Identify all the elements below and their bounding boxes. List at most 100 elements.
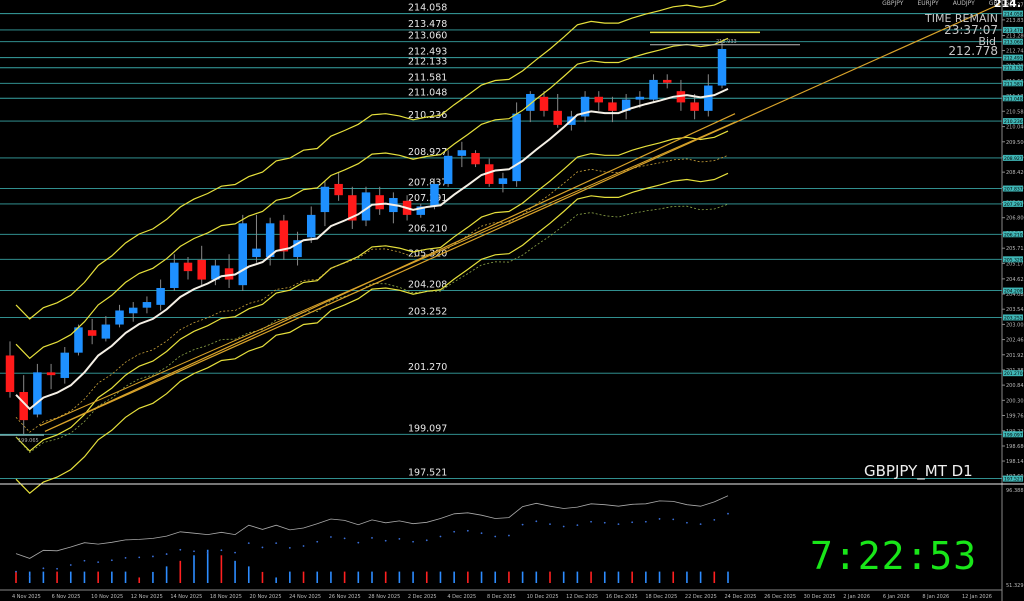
date-axis-label: 20 Nov 2025 — [250, 594, 282, 600]
axis-tick-label: 205.715 — [1006, 246, 1024, 252]
axis-level-box-label: 210.236 — [1004, 119, 1023, 125]
candle-body — [224, 268, 234, 280]
indicator-dot — [193, 550, 195, 553]
date-axis-label: 4 Nov 2025 — [12, 594, 41, 600]
candle-body — [512, 113, 521, 182]
axis-tick-label: 204.085 — [1006, 292, 1024, 298]
bid-label: Bid — [978, 35, 996, 48]
candle-body — [704, 85, 713, 111]
indicator-dot — [316, 540, 319, 543]
axis-level-box — [1003, 314, 1023, 321]
axis-level-box — [1003, 118, 1023, 125]
axis-level-box — [1003, 95, 1023, 102]
date-axis-label: 2 Jan 2026 — [843, 594, 870, 600]
indicator-dot — [384, 539, 387, 542]
axis-tick-label: 198.145 — [1006, 459, 1024, 465]
indicator-dot — [343, 537, 346, 540]
indicator-dot — [69, 564, 72, 566]
indicator-line — [15, 495, 729, 559]
axis-level-box — [1003, 154, 1023, 161]
tab-eurjpy[interactable]: EURJPY — [917, 0, 939, 7]
axis-level-box — [1003, 231, 1023, 238]
date-axis-label: 8 Dec 2025 — [487, 594, 516, 600]
axis-level-box-label: 203.252 — [1004, 315, 1023, 321]
axis-tick-label: 210.040 — [1006, 125, 1024, 131]
indicator-dot — [124, 556, 127, 559]
date-axis-label: 12 Nov 2025 — [131, 594, 163, 600]
indicator-dot — [275, 542, 278, 545]
candle-body — [115, 310, 124, 325]
low-marker-label: 199.065 — [18, 438, 39, 444]
date-axis-label: 6 Nov 2025 — [52, 594, 81, 600]
indicator-dot — [83, 559, 86, 562]
candle-body — [457, 150, 467, 156]
indicator-dot — [535, 520, 538, 523]
candle-body — [539, 96, 549, 111]
candle-body — [662, 79, 672, 83]
date-axis-label: 6 Jan 2026 — [883, 594, 910, 600]
axis-tick-label: 205.175 — [1006, 261, 1024, 267]
axis-tick-label: 199.765 — [1006, 414, 1024, 420]
date-axis-label: 28 Nov 2025 — [368, 594, 400, 600]
indicator-dot — [521, 523, 524, 526]
axis-level-box-label: 204.208 — [1004, 289, 1023, 295]
level-label: 206.210 — [408, 223, 447, 234]
axis-level-box — [1003, 26, 1023, 33]
axis-tick-label: 206.800 — [1006, 216, 1024, 222]
axis-tick-label: 212.745 — [1006, 49, 1024, 55]
indicator-dot — [631, 521, 634, 524]
axis-level-box — [1003, 54, 1023, 61]
indicator-axis-label: 51.3291 — [1006, 583, 1024, 589]
candle-body — [87, 330, 97, 336]
indicator-dot — [425, 539, 428, 542]
indicator-axis-label: 96.388 — [1006, 488, 1024, 494]
candle-body — [443, 155, 453, 184]
candle-body — [238, 223, 248, 286]
candle-body — [348, 195, 357, 221]
chart-title: GBPJPY_MT D1 — [864, 462, 973, 480]
axis-level-box — [1003, 370, 1023, 377]
candle-body — [416, 206, 426, 215]
date-axis-label: 26 Nov 2025 — [329, 594, 361, 600]
tab-gbpusd[interactable]: GBPUSD — [988, 0, 1014, 7]
band-line — [15, 130, 729, 452]
indicator-dot — [686, 521, 688, 524]
axis-tick-label: 208.420 — [1006, 170, 1024, 176]
candle-body — [635, 96, 645, 100]
level-label: 210.236 — [408, 110, 447, 121]
tab-gbpjpy[interactable]: GBPJPY — [882, 0, 904, 7]
tab-audjpy[interactable]: AUDJPY — [952, 0, 975, 7]
band-line — [15, 172, 729, 495]
axis-level-box-label: 211.581 — [1004, 81, 1023, 87]
candle-body — [74, 327, 83, 353]
indicator-dot — [357, 541, 360, 544]
axis-tick-label: 200.305 — [1006, 398, 1024, 404]
indicator-dot — [576, 524, 579, 526]
indicator-dot — [439, 535, 442, 538]
axis-tick-label: 203.545 — [1006, 307, 1024, 313]
axis-level-box-label: 201.270 — [1004, 371, 1023, 377]
candle-body — [498, 178, 508, 184]
axis-level-box — [1003, 200, 1023, 207]
indicator-dot — [165, 553, 168, 555]
date-axis-label: 30 Dec 2025 — [804, 594, 836, 600]
indicator-dot — [288, 547, 291, 549]
candle-body — [608, 102, 617, 111]
axis-level-box-label: 214.058 — [1004, 12, 1023, 18]
level-label: 214.058 — [408, 3, 447, 14]
axis-tick-label: 213.835 — [1006, 18, 1024, 24]
date-axis-label: 16 Dec 2025 — [606, 594, 638, 600]
indicator-dot — [672, 518, 675, 521]
axis-level-box-label: 206.210 — [1004, 232, 1023, 238]
axis-level-box-label: 212.493 — [1004, 56, 1023, 62]
candle-body — [252, 248, 261, 258]
date-axis-label: 24 Nov 2025 — [289, 594, 321, 600]
time-remain-value: 23:37:07 — [944, 23, 998, 37]
axis-level-box — [1003, 185, 1023, 192]
candle-body — [142, 302, 152, 308]
indicator-dot — [453, 530, 456, 533]
indicator-dot — [302, 545, 305, 547]
indicator-dot — [206, 551, 209, 554]
